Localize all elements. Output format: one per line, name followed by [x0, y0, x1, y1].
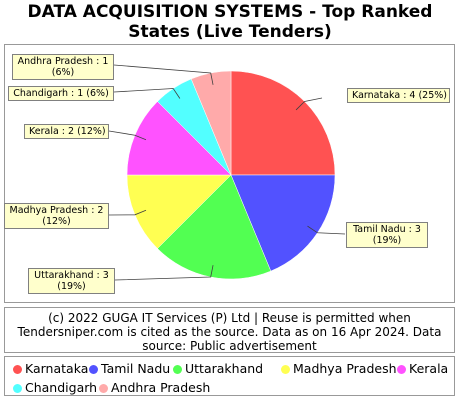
legend-label: Andhra Pradesh	[111, 380, 211, 395]
leader-line-karnataka	[295, 97, 323, 111]
source-note: (c) 2022 GUGA IT Services (P) Ltd | Reus…	[4, 307, 455, 353]
slice-label-text: Uttarakhand : 3	[34, 270, 109, 281]
leader-line-madhya-pradesh	[108, 209, 147, 216]
chart-title: DATA ACQUISITION SYSTEMS - Top Ranked St…	[0, 2, 460, 42]
slice-label-text: (6%)	[51, 67, 75, 78]
slice-label-text: Kerala : 2 (12%)	[29, 126, 106, 137]
chart-title-line-1: DATA ACQUISITION SYSTEMS - Top Ranked	[27, 2, 433, 22]
legend-item-kerala: Kerala	[397, 361, 448, 376]
legend-item-andhra-pradesh: Andhra Pradesh	[99, 380, 210, 395]
legend-item-karnataka: Karnataka	[13, 361, 88, 376]
source-line-1: (c) 2022 GUGA IT Services (P) Ltd | Reus…	[48, 311, 411, 325]
leader-line-tamil-nadu	[307, 225, 346, 235]
pie-slice-karnataka	[230, 70, 336, 176]
legend-item-chandigarh: Chandigarh	[13, 380, 97, 395]
legend-swatch	[281, 365, 290, 374]
legend-label: Madhya Pradesh	[293, 361, 397, 376]
legend-label: Uttarakhand	[185, 361, 264, 376]
leader-line-kerala	[108, 130, 147, 141]
slice-label-text: (19%)	[57, 281, 86, 292]
legend-swatch	[13, 365, 22, 374]
slice-label-andhra-pradesh: Andhra Pradesh : 1 (6%)	[12, 54, 114, 80]
slice-label-text: Tamil Nadu : 3	[353, 224, 421, 235]
legend-label: Chandigarh	[25, 380, 98, 395]
legend: Karnataka Tamil Nadu Uttarakhand Madhya Pra…	[4, 356, 455, 396]
legend-swatch	[397, 365, 406, 374]
slice-label-text: Andhra Pradesh : 1	[17, 56, 109, 67]
pie-chart	[108, 64, 346, 281]
slice-label-text: Karnataka : 4 (25%)	[352, 90, 447, 101]
legend-label: Karnataka	[25, 361, 89, 376]
legend-item-tamil-nadu: Tamil Nadu	[89, 361, 170, 376]
legend-swatch	[99, 384, 108, 393]
legend-item-madhya-pradesh: Madhya Pradesh	[281, 361, 397, 376]
legend-swatch	[173, 365, 182, 374]
legend-item-uttarakhand: Uttarakhand	[173, 361, 263, 376]
legend-label: Tamil Nadu	[101, 361, 171, 376]
legend-swatch	[13, 384, 22, 393]
slice-label-karnataka: Karnataka : 4 (25%)	[347, 88, 450, 103]
source-line-2: Tendersniper.com is cited as the source.…	[17, 325, 442, 339]
slice-label-text: Chandigarh : 1 (6%)	[13, 88, 109, 99]
slice-label-text: (12%)	[42, 216, 71, 227]
leader-line-chandigarh	[113, 88, 181, 99]
slice-label-uttarakhand: Uttarakhand : 3 (19%)	[28, 268, 115, 294]
slice-label-text: Madhya Pradesh : 2	[9, 205, 104, 216]
slice-label-chandigarh: Chandigarh : 1 (6%)	[8, 86, 114, 101]
legend-label: Kerala	[409, 361, 449, 376]
chart-title-line-2: States (Live Tenders)	[128, 22, 332, 42]
leader-line-andhra-pradesh	[113, 64, 214, 85]
slice-label-text: (19%)	[372, 235, 402, 246]
legend-swatch	[89, 365, 98, 374]
slice-label-kerala: Kerala : 2 (12%)	[24, 124, 109, 139]
slice-label-tamil-nadu: Tamil Nadu : 3 (19%)	[346, 222, 428, 248]
source-line-3: source: Public advertisement	[142, 339, 317, 353]
leader-line-uttarakhand	[114, 265, 214, 281]
slice-label-madhya-pradesh: Madhya Pradesh : 2 (12%)	[4, 203, 109, 229]
